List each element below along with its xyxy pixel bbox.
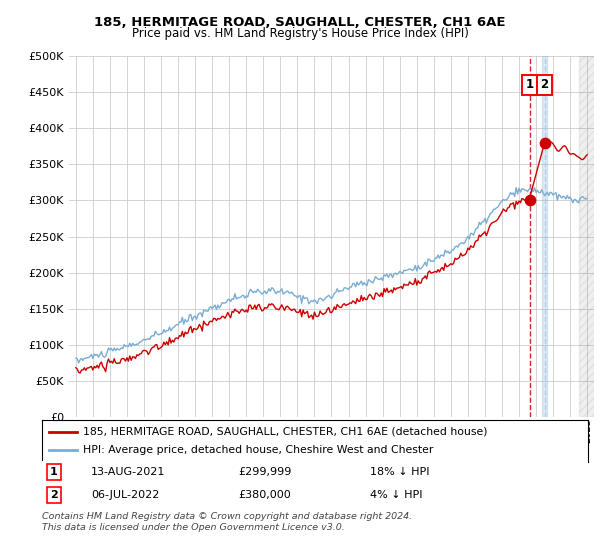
Text: £299,999: £299,999 xyxy=(239,468,292,477)
Point xyxy=(525,196,535,205)
Text: 1: 1 xyxy=(50,468,58,477)
Text: 185, HERMITAGE ROAD, SAUGHALL, CHESTER, CH1 6AE (detached house): 185, HERMITAGE ROAD, SAUGHALL, CHESTER, … xyxy=(83,427,487,437)
Text: Contains HM Land Registry data © Crown copyright and database right 2024.
This d: Contains HM Land Registry data © Crown c… xyxy=(42,512,412,532)
Text: Price paid vs. HM Land Registry's House Price Index (HPI): Price paid vs. HM Land Registry's House … xyxy=(131,27,469,40)
Text: HPI: Average price, detached house, Cheshire West and Chester: HPI: Average price, detached house, Ches… xyxy=(83,445,433,455)
Text: 2: 2 xyxy=(50,491,58,500)
Bar xyxy=(578,56,594,417)
Bar xyxy=(542,56,547,417)
Text: 06-JUL-2022: 06-JUL-2022 xyxy=(91,491,160,500)
Text: £380,000: £380,000 xyxy=(239,491,292,500)
Text: 4% ↓ HPI: 4% ↓ HPI xyxy=(370,491,422,500)
Text: 185, HERMITAGE ROAD, SAUGHALL, CHESTER, CH1 6AE: 185, HERMITAGE ROAD, SAUGHALL, CHESTER, … xyxy=(94,16,506,29)
Text: 18% ↓ HPI: 18% ↓ HPI xyxy=(370,468,429,477)
Text: 2: 2 xyxy=(541,78,548,91)
Text: 1: 1 xyxy=(526,78,533,91)
Point xyxy=(540,138,550,147)
Text: 13-AUG-2021: 13-AUG-2021 xyxy=(91,468,166,477)
